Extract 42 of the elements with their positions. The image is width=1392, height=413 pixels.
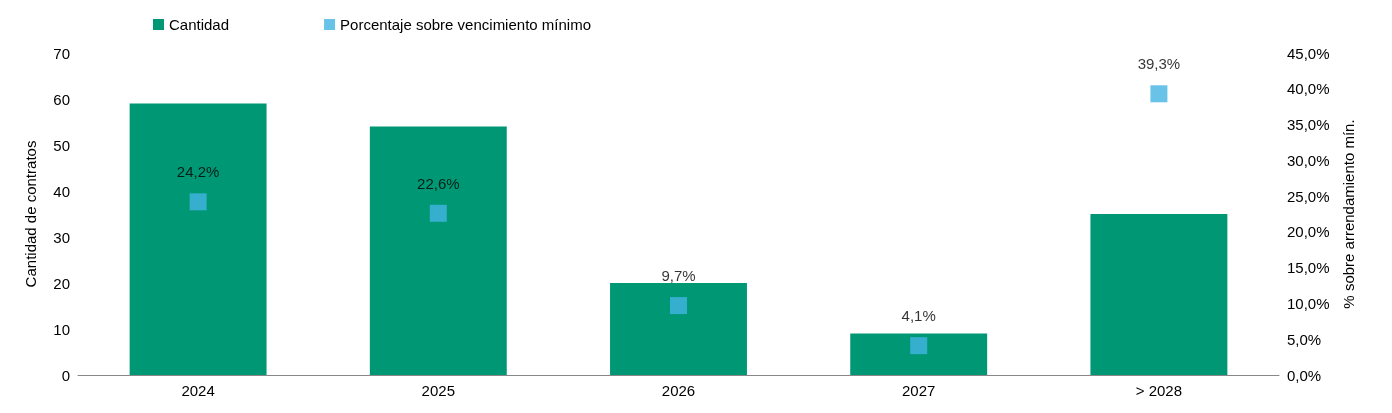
point: [429, 204, 447, 222]
y2-tick-label: 30,0%: [1287, 151, 1330, 169]
y-tick-label: 40: [53, 182, 70, 200]
point: [189, 193, 207, 211]
x-tick-label: 2027: [902, 382, 936, 399]
y2-tick-label: 10,0%: [1287, 294, 1330, 312]
point: [670, 297, 687, 315]
y2-tick-label: 45,0%: [1287, 44, 1330, 62]
bar: [129, 103, 267, 375]
y-axis-title: Cantidad de contratos: [22, 140, 39, 288]
y2-tick-label: 35,0%: [1287, 116, 1330, 134]
bar: [1090, 214, 1228, 375]
legend-label: Porcentaje sobre vencimiento mínimo: [340, 16, 591, 33]
y-tick-label: 20: [53, 274, 70, 292]
y-tick-label: 10: [53, 320, 70, 338]
y2-tick-label: 15,0%: [1287, 259, 1330, 277]
x-tick-label: 2025: [421, 382, 455, 399]
y2-tick-label: 5,0%: [1287, 330, 1322, 348]
point: [910, 337, 928, 355]
legend-label: Cantidad: [169, 16, 230, 33]
y-tick-label: 60: [53, 90, 70, 108]
y2-tick-label: 20,0%: [1287, 223, 1330, 241]
y-tick-label: 70: [53, 44, 70, 62]
y-tick-label: 0: [61, 366, 70, 384]
data-label: 39,3%: [1137, 55, 1181, 73]
x-tick-label: 2024: [181, 382, 215, 399]
bar: [610, 283, 747, 375]
y2-tick-label: 40,0%: [1287, 80, 1330, 98]
x-tick-label: > 2028: [1135, 382, 1183, 399]
bar: [369, 126, 507, 375]
data-label: 9,7%: [661, 267, 696, 285]
bar: [850, 333, 988, 375]
y2-tick-label: 0,0%: [1287, 366, 1322, 384]
y2-tick-label: 25,0%: [1287, 187, 1330, 205]
y-tick-label: 30: [53, 228, 70, 246]
data-label: 22,6%: [417, 174, 460, 192]
y-tick-label: 50: [53, 136, 70, 154]
point: [1150, 85, 1168, 103]
data-label: 4,1%: [901, 307, 936, 325]
y2-axis-title: % sobre arrendamiento mín.: [1340, 119, 1357, 309]
x-tick-label: 2026: [661, 382, 696, 399]
data-label: 24,2%: [176, 163, 220, 181]
